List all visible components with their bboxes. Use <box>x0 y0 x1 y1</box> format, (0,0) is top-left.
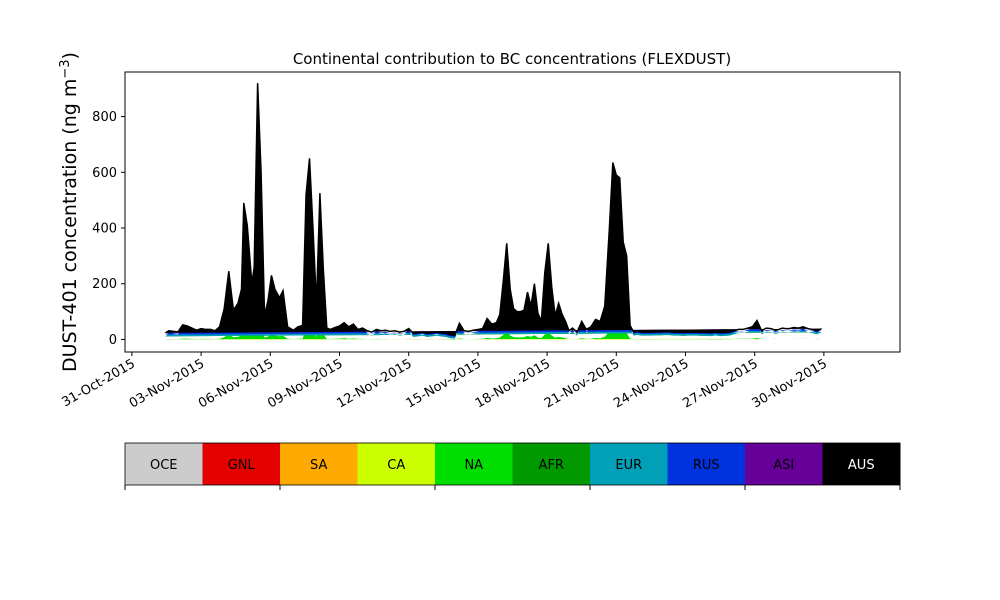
y-tick-label: 800 <box>92 110 117 125</box>
y-tick-label: 600 <box>92 166 117 181</box>
x-tick-label: 27-Nov-2015 <box>680 356 760 411</box>
y-tick-label: 0 <box>109 333 117 348</box>
legend-swatch-na <box>435 443 513 485</box>
area-na <box>165 319 822 340</box>
legend-swatch-asi <box>745 443 823 485</box>
legend-swatch-aus <box>822 443 901 485</box>
x-tick-label: 30-Nov-2015 <box>750 356 830 411</box>
x-tick-label: 15-Nov-2015 <box>404 356 484 411</box>
x-tick-label: 18-Nov-2015 <box>473 356 553 411</box>
y-axis-label-close: ) <box>59 52 81 59</box>
legend-swatch-ca <box>357 443 436 485</box>
legend-label-aus: AUS <box>848 458 875 473</box>
legend-swatch-eur <box>590 443 668 485</box>
legend-label-rus: RUS <box>693 458 720 473</box>
legend-frame <box>124 442 901 486</box>
region-color-legend: OCE GNL SA CA NA AFR EUR RUS ASI AUS <box>124 442 901 490</box>
y-axis-label-exponent: −3 <box>58 59 73 78</box>
legend-swatch-rus <box>667 443 746 485</box>
y-axis: 0 200 400 600 800 <box>92 110 125 348</box>
chart-title: Continental contribution to BC concentra… <box>293 50 731 68</box>
x-tick-label: 12-Nov-2015 <box>334 356 414 411</box>
legend-label-gnl: GNL <box>228 458 256 473</box>
legend-label-sa: SA <box>310 458 327 473</box>
x-tick-label: 03-Nov-2015 <box>127 356 207 411</box>
x-axis: 31-Oct-201503-Nov-201506-Nov-201509-Nov-… <box>60 352 830 411</box>
y-tick-label: 400 <box>92 222 117 237</box>
legend-label-na: NA <box>464 458 483 473</box>
y-tick-label: 200 <box>92 277 117 292</box>
x-tick-label: 09-Nov-2015 <box>265 356 345 411</box>
legend-label-oce: OCE <box>150 458 178 473</box>
y-axis-label-main: DUST-401 concentration (ng m <box>59 79 81 372</box>
plot-frame <box>124 71 901 353</box>
total-line <box>164 83 822 337</box>
area-aus <box>165 83 822 336</box>
legend-label-ca: CA <box>387 458 405 473</box>
legend-swatch-gnl <box>202 443 281 485</box>
legend-label-afr: AFR <box>539 458 564 473</box>
legend-swatch-sa <box>280 443 358 485</box>
x-tick-label: 24-Nov-2015 <box>611 356 691 411</box>
plot-area <box>124 71 901 353</box>
y-axis-label: DUST-401 concentration (ng m−3) <box>58 52 81 372</box>
legend-label-eur: EUR <box>615 458 642 473</box>
x-tick-label: 06-Nov-2015 <box>196 356 276 411</box>
legend-label-asi: ASI <box>773 458 794 473</box>
x-tick-label: 21-Nov-2015 <box>542 356 622 411</box>
legend-swatch-oce <box>125 443 203 485</box>
legend-swatch-afr <box>512 443 591 485</box>
